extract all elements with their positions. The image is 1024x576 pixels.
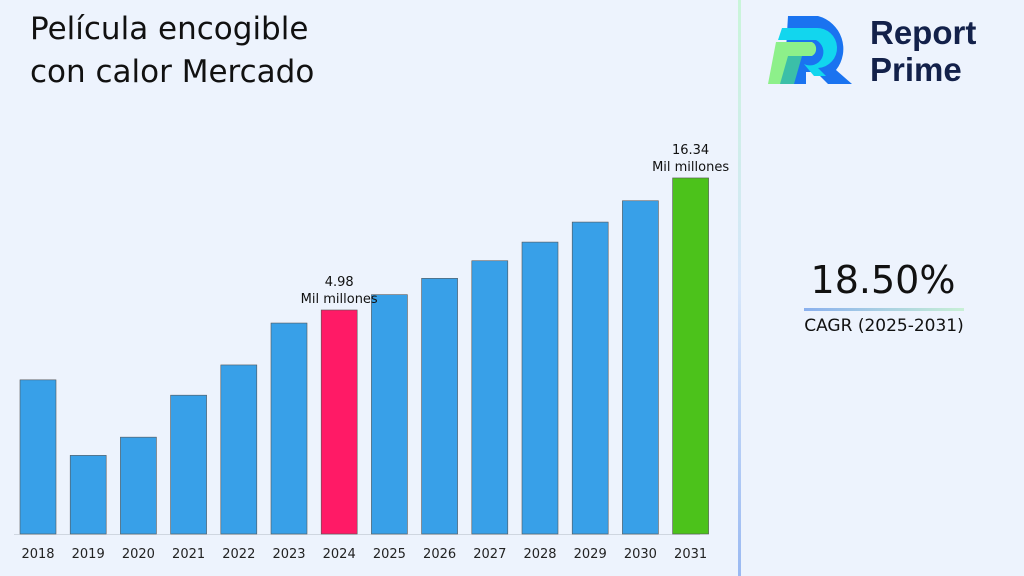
- x-tick-label: 2030: [624, 547, 657, 562]
- logo-line-2: Prime: [870, 51, 962, 88]
- x-tick-label: 2028: [523, 547, 556, 562]
- bar-2022: [220, 364, 258, 535]
- bar-2025: [371, 294, 408, 535]
- bar-2018: [19, 379, 57, 535]
- bar-2029: [571, 221, 609, 535]
- cagr-underline: [804, 308, 964, 311]
- bar-2027: [471, 260, 509, 535]
- cagr-label: CAGR (2025-2031): [804, 316, 964, 336]
- report-prime-logo-icon: [768, 16, 852, 84]
- x-tick-label: 2022: [222, 547, 255, 562]
- bar-chart: 2018 2019 2020 2021 2022 2023 2024 2025 2026 2027…: [14, 143, 729, 562]
- bar-2020: [120, 436, 157, 535]
- data-label-unit: Mil millones: [301, 292, 378, 307]
- x-tick-label: 2024: [323, 547, 356, 562]
- cagr-value: 18.50%: [810, 258, 956, 302]
- bar-2023: [270, 322, 308, 535]
- bar-2028: [521, 241, 559, 535]
- chart-title: Película encogible con calor Mercado: [30, 8, 314, 94]
- logo-line-1: Report: [870, 14, 977, 51]
- bar-2031: [672, 177, 709, 535]
- bar-2019: [69, 455, 107, 535]
- x-tick-label: 2019: [72, 547, 105, 562]
- x-tick-label: 2027: [473, 547, 506, 562]
- bar-2021: [170, 394, 207, 535]
- logo-text: Report Prime: [870, 14, 976, 88]
- x-tick-label: 2029: [574, 547, 607, 562]
- bar-2026: [421, 278, 458, 535]
- divider: [738, 0, 741, 576]
- x-tick-label: 2026: [423, 547, 456, 562]
- title-line-2: con calor Mercado: [30, 54, 315, 90]
- data-label-value: 16.34: [672, 143, 709, 158]
- x-tick-label: 2023: [272, 547, 305, 562]
- x-tick-label: 2021: [172, 547, 205, 562]
- title-line-1: Película encogible: [30, 11, 309, 47]
- bar-2024: [320, 309, 358, 535]
- x-tick-label: 2025: [373, 547, 406, 562]
- x-tick-label: 2031: [674, 547, 707, 562]
- bar-2030: [622, 200, 659, 535]
- x-tick-label: 2020: [122, 547, 155, 562]
- data-label-value: 4.98: [325, 275, 354, 290]
- data-label-unit: Mil millones: [652, 160, 729, 175]
- x-tick-label: 2018: [21, 547, 54, 562]
